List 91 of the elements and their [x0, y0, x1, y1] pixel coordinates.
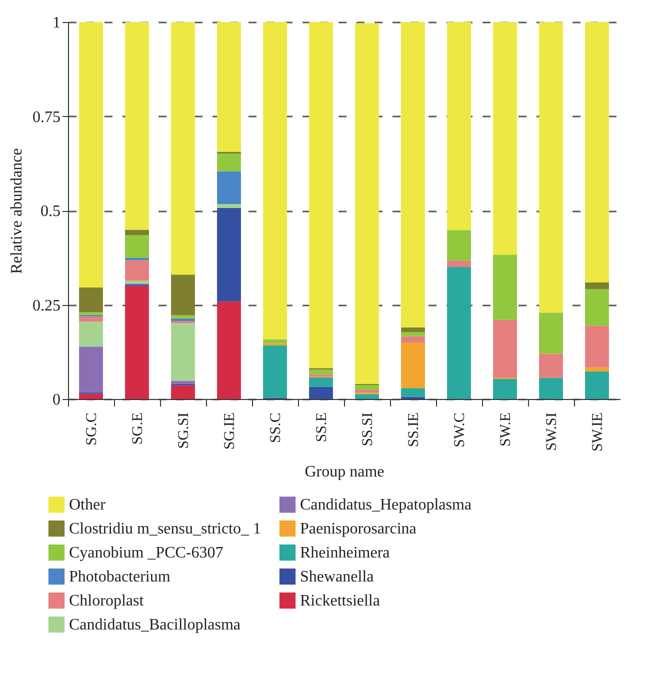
- bar: [171, 22, 195, 275]
- x-tick-label: SW.IE: [590, 412, 606, 452]
- bar: [447, 230, 471, 261]
- bar: [217, 171, 241, 204]
- bar: [125, 260, 149, 281]
- y-tick-label: 0: [52, 392, 60, 408]
- bar: [217, 204, 241, 208]
- x-tick-label: SG.SI: [176, 412, 192, 449]
- bar: [493, 254, 517, 320]
- bar: [585, 326, 609, 368]
- bar: [171, 274, 195, 316]
- bar: [125, 235, 149, 258]
- legend-label: Candidatus_Hepatoplasma: [300, 496, 472, 514]
- bar: [79, 316, 103, 322]
- bar: [585, 289, 609, 326]
- x-tick-label: SS.SI: [360, 412, 376, 446]
- bar: [125, 230, 149, 236]
- bar: [217, 208, 241, 302]
- y-tick-label: 1: [52, 14, 60, 32]
- x-tick-label: SG.C: [84, 412, 100, 446]
- legend-label: Photobacterium: [69, 568, 171, 586]
- bar: [355, 385, 379, 390]
- x-tick-label: SW.E: [498, 412, 514, 447]
- bar: [79, 287, 103, 312]
- bar: [309, 370, 333, 374]
- y-tick-label: 0.25: [32, 297, 60, 314]
- bar: [539, 378, 563, 399]
- bar: [79, 22, 103, 288]
- bar: [309, 22, 333, 368]
- bar: [355, 390, 379, 393]
- legend-label: Rheinheimera: [300, 544, 390, 562]
- legend-label: Rickettsiella: [300, 592, 380, 610]
- bar: [539, 354, 563, 378]
- y-tick-label: 0.5: [40, 203, 60, 220]
- bar: [79, 312, 103, 315]
- bar: [217, 301, 241, 399]
- x-axis-title: Group name: [304, 464, 384, 481]
- x-tick-label: SG.E: [130, 412, 146, 445]
- bar: [309, 386, 333, 399]
- bar: [493, 320, 517, 378]
- bar: [493, 22, 517, 255]
- bar: [171, 315, 195, 318]
- x-tick-label: SS.E: [314, 412, 330, 442]
- legend-label: Candidatus_Bacilloplasma: [69, 616, 241, 634]
- bar: [401, 327, 425, 332]
- bar: [447, 260, 471, 268]
- bar: [171, 318, 195, 321]
- bar: [171, 385, 195, 399]
- bar: [217, 154, 241, 172]
- bar: [263, 345, 287, 398]
- bar: [79, 394, 103, 399]
- bar: [585, 282, 609, 290]
- y-axis-title: Relative abundance: [8, 148, 26, 274]
- legend-label: Shewanella: [300, 568, 374, 586]
- bar: [263, 339, 287, 344]
- bar: [585, 371, 609, 399]
- legend-label: Other: [69, 496, 106, 514]
- legend-label: Cyanobium _PCC-6307: [69, 544, 224, 562]
- x-tick-label: SS.IE: [406, 412, 422, 448]
- bar: [217, 22, 241, 152]
- bar: [585, 367, 609, 372]
- legend-label: Chloroplast: [69, 592, 144, 610]
- bar: [585, 22, 609, 283]
- x-tick-label: SS.C: [268, 412, 284, 443]
- x-tick-label: SG.IE: [222, 412, 238, 450]
- bar: [355, 23, 379, 384]
- bar: [125, 286, 149, 399]
- bar: [401, 336, 425, 342]
- bar: [401, 332, 425, 336]
- y-tick-label: 0.75: [32, 108, 60, 126]
- bar: [355, 394, 379, 399]
- bar: [171, 323, 195, 381]
- legend-label: Paenisporosarcina: [300, 520, 416, 538]
- bar: [263, 22, 287, 340]
- x-tick-label: SW.SI: [544, 412, 560, 451]
- bar: [79, 322, 103, 347]
- bar: [401, 22, 425, 328]
- bar: [539, 312, 563, 354]
- bar: [539, 22, 563, 313]
- bar: [493, 379, 517, 399]
- x-tick-label: SW.C: [452, 412, 468, 448]
- bar: [447, 267, 471, 399]
- legend-label: Clostridiu m_sensu_stricto_ 1: [69, 520, 261, 538]
- bar: [447, 22, 471, 230]
- bar: [125, 280, 149, 284]
- bar: [309, 378, 333, 387]
- bar: [125, 22, 149, 230]
- bar: [401, 342, 425, 388]
- bar: [79, 346, 103, 392]
- bar: [171, 380, 195, 384]
- bar: [401, 388, 425, 397]
